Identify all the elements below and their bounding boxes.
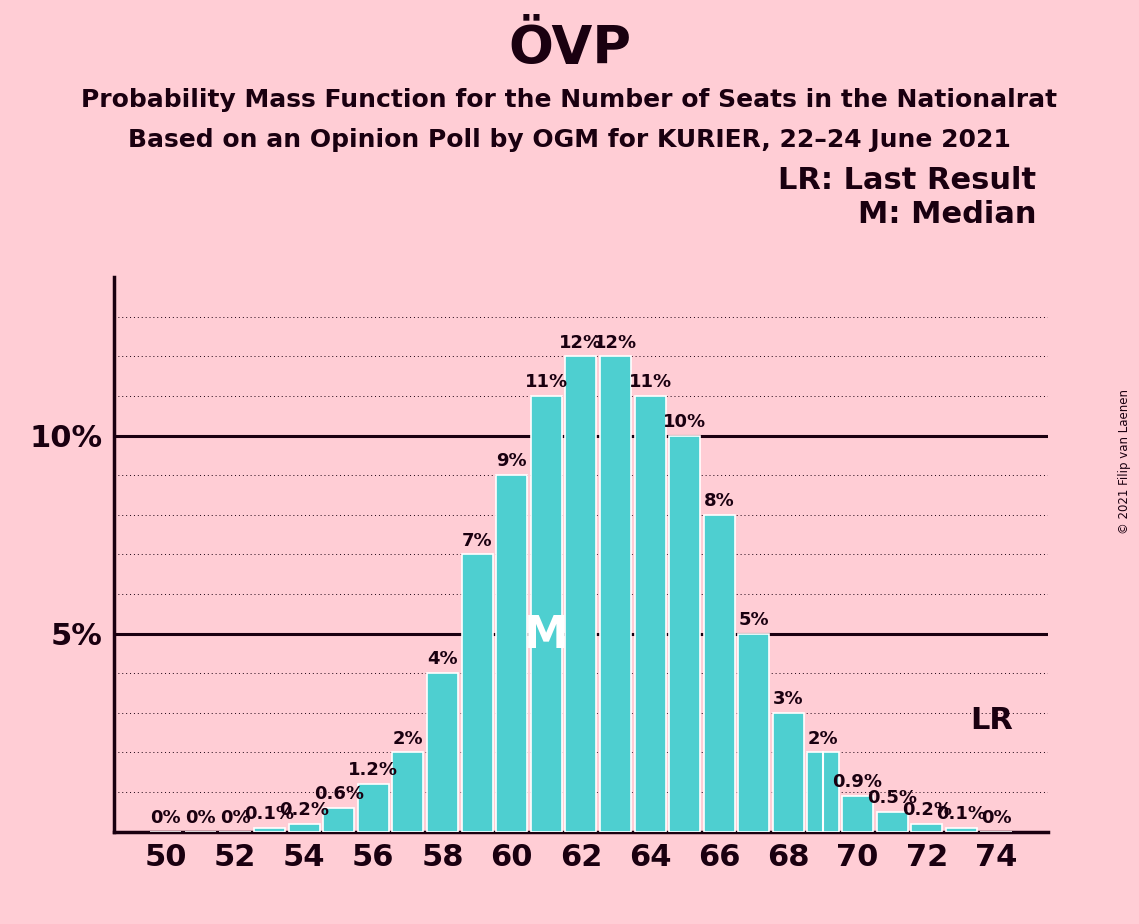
Text: LR: LR: [970, 706, 1014, 736]
Bar: [461, 554, 493, 832]
Bar: [254, 828, 285, 832]
Text: Probability Mass Function for the Number of Seats in the Nationalrat: Probability Mass Function for the Number…: [81, 88, 1058, 112]
Text: 11%: 11%: [629, 373, 672, 391]
Bar: [323, 808, 354, 832]
Text: 0.1%: 0.1%: [245, 805, 295, 823]
Text: 0.1%: 0.1%: [936, 805, 986, 823]
Text: 12%: 12%: [593, 334, 637, 352]
Bar: [738, 634, 770, 832]
Text: 0.2%: 0.2%: [902, 801, 952, 819]
Text: 0.2%: 0.2%: [279, 801, 329, 819]
Text: 10%: 10%: [663, 413, 706, 431]
Text: 1.2%: 1.2%: [349, 761, 399, 779]
Bar: [877, 812, 908, 832]
Text: 9%: 9%: [497, 453, 527, 470]
Bar: [704, 515, 735, 832]
Text: 0.5%: 0.5%: [867, 789, 917, 807]
Text: Based on an Opinion Poll by OGM for KURIER, 22–24 June 2021: Based on an Opinion Poll by OGM for KURI…: [128, 128, 1011, 152]
Bar: [497, 475, 527, 832]
Text: LR: Last Result: LR: Last Result: [778, 166, 1036, 195]
Text: 0.9%: 0.9%: [833, 773, 883, 791]
Bar: [911, 823, 942, 832]
Text: 11%: 11%: [525, 373, 568, 391]
Bar: [288, 823, 320, 832]
Bar: [634, 396, 665, 832]
Text: M: Median: M: Median: [858, 200, 1036, 228]
Text: 2%: 2%: [808, 730, 838, 748]
Text: 7%: 7%: [461, 531, 492, 550]
Bar: [600, 357, 631, 832]
Bar: [669, 435, 700, 832]
Bar: [531, 396, 562, 832]
Text: © 2021 Filip van Laenen: © 2021 Filip van Laenen: [1118, 390, 1131, 534]
Text: 4%: 4%: [427, 650, 458, 668]
Text: 0%: 0%: [220, 808, 251, 827]
Text: 0.6%: 0.6%: [313, 785, 363, 803]
Text: 5%: 5%: [738, 611, 769, 629]
Bar: [358, 784, 388, 832]
Text: 3%: 3%: [773, 690, 804, 708]
Text: 0%: 0%: [185, 808, 215, 827]
Text: ÖVP: ÖVP: [508, 23, 631, 75]
Text: 2%: 2%: [393, 730, 424, 748]
Bar: [842, 796, 874, 832]
Text: 8%: 8%: [704, 492, 735, 510]
Bar: [565, 357, 597, 832]
Bar: [392, 752, 424, 832]
Text: 0%: 0%: [150, 808, 181, 827]
Bar: [808, 752, 838, 832]
Bar: [773, 712, 804, 832]
Text: 0%: 0%: [981, 808, 1011, 827]
Bar: [945, 828, 977, 832]
Bar: [427, 674, 458, 832]
Text: M: M: [524, 614, 568, 657]
Text: 12%: 12%: [559, 334, 603, 352]
